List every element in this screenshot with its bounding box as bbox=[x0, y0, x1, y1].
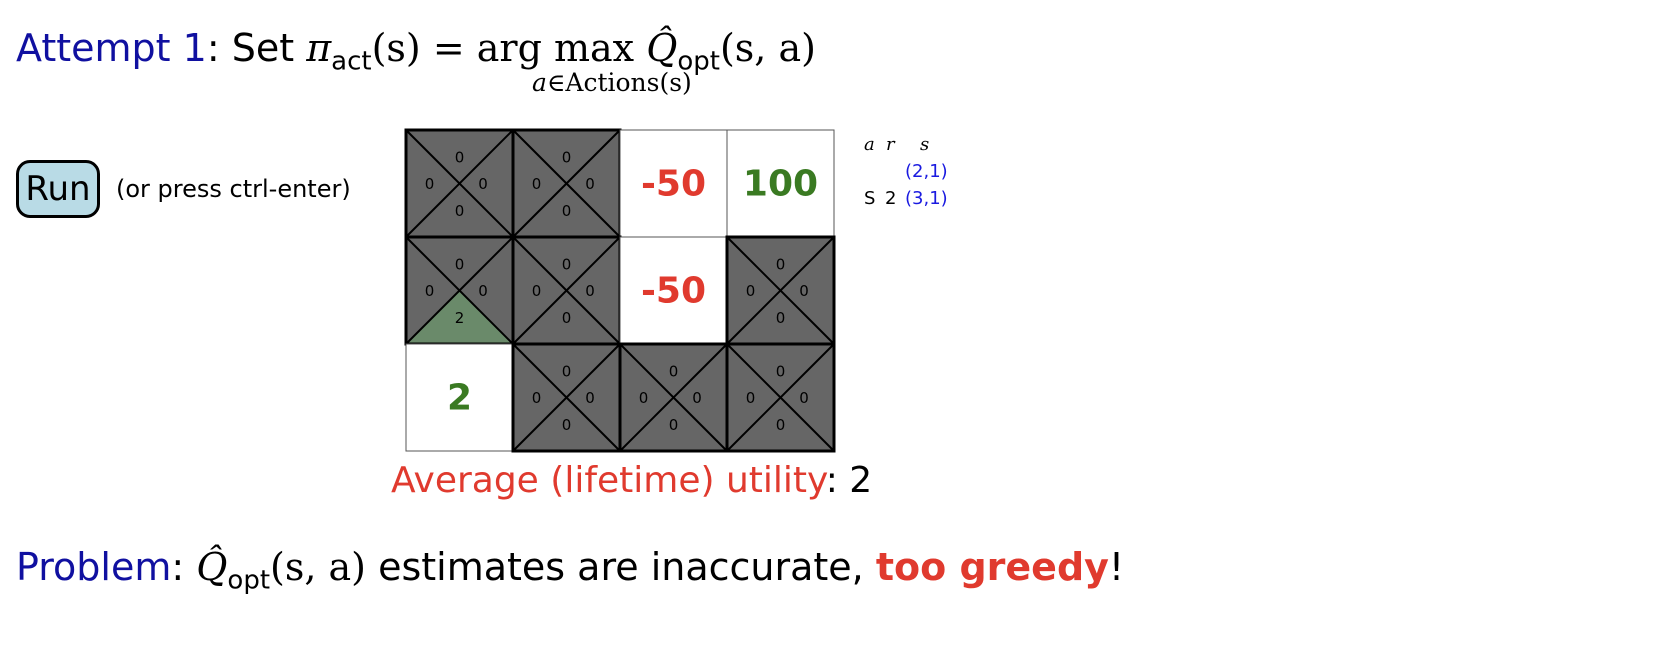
cell-1-2-diagonal bbox=[405, 236, 514, 345]
cell-2-3-diagonal bbox=[512, 129, 621, 238]
cell-2-2-diagonal bbox=[512, 236, 621, 345]
cell-4-1-q-right: 0 bbox=[799, 389, 809, 407]
cell-2-2-q-left: 0 bbox=[532, 282, 542, 300]
problem-emphasis: too greedy bbox=[875, 545, 1109, 589]
cell-4-1-q-down: 0 bbox=[776, 416, 786, 434]
cell-4-2-q-down: 0 bbox=[776, 309, 786, 327]
average-utility: Average (lifetime) utility: 2 bbox=[391, 460, 873, 501]
legend-header-r: r bbox=[886, 134, 895, 155]
cell-1-3-q-right: 0 bbox=[478, 175, 488, 193]
legend-row-2-state: (3,1) bbox=[905, 188, 948, 209]
run-hint: (or press ctrl-enter) bbox=[116, 175, 351, 203]
problem-q-argument: (s, a) bbox=[270, 545, 366, 589]
cell-2-3-q-down: 0 bbox=[562, 202, 572, 220]
cell-3-2-reward: -50 bbox=[641, 271, 706, 312]
q-argument: (s, a) bbox=[719, 26, 816, 70]
cell-2-3-q-right: 0 bbox=[585, 175, 595, 193]
cell-3-1-diagonal bbox=[619, 343, 728, 452]
run-button[interactable]: Run bbox=[16, 160, 100, 218]
cell-1-2-q-up: 0 bbox=[455, 255, 465, 273]
attempt-label: Attempt 1 bbox=[16, 26, 207, 70]
cell-4-2-q-up: 0 bbox=[776, 255, 786, 273]
cell-4-2-q-right: 0 bbox=[799, 282, 809, 300]
cell-4-1-q-left: 0 bbox=[746, 389, 756, 407]
pi-argument: (s) = arg bbox=[371, 26, 542, 70]
cell-4-3-background bbox=[726, 129, 835, 238]
cell-2-3-q-left: 0 bbox=[532, 175, 542, 193]
cell-3-3-background bbox=[619, 129, 728, 238]
cell-1-1-reward: 2 bbox=[447, 378, 472, 419]
cell-2-2-q-down: 0 bbox=[562, 309, 572, 327]
max-operator: max a∈Actions(s) bbox=[531, 26, 692, 97]
average-utility-label: Average (lifetime) utility bbox=[391, 460, 826, 501]
cell-4-1-q-up: 0 bbox=[776, 362, 786, 380]
cell-1-2-q-right: 0 bbox=[478, 282, 488, 300]
max-subscript: a∈Actions(s) bbox=[531, 68, 692, 97]
legend-row-2-action: S bbox=[864, 188, 876, 209]
cell-3-2-background bbox=[619, 236, 728, 345]
problem-text: estimates are inaccurate, bbox=[365, 545, 876, 589]
cell-2-2-q-up: 0 bbox=[562, 255, 572, 273]
cell-1-1-background bbox=[405, 343, 514, 452]
problem-label: Problem bbox=[16, 545, 172, 589]
cell-3-3-reward: -50 bbox=[641, 164, 706, 205]
q-subscript: opt bbox=[677, 46, 720, 77]
cell-2-1-q-down: 0 bbox=[562, 416, 572, 434]
legend-row-2-reward: 2 bbox=[885, 188, 897, 209]
problem-statement: Problem: Q̂opt(s, a) estimates are inacc… bbox=[16, 545, 1125, 596]
pi-symbol: π bbox=[306, 26, 332, 70]
legend-header-a: a bbox=[864, 134, 875, 155]
cell-3-1-q-right: 0 bbox=[692, 389, 702, 407]
cell-4-1-diagonal bbox=[726, 343, 835, 452]
cell-1-3-q-left: 0 bbox=[425, 175, 435, 193]
set-text: : Set bbox=[206, 26, 307, 70]
pi-subscript: act bbox=[331, 46, 372, 77]
legend-row-1-state: (2,1) bbox=[905, 161, 948, 182]
cell-2-1-q-left: 0 bbox=[532, 389, 542, 407]
problem-q-subscript: opt bbox=[227, 565, 271, 596]
cell-2-1-diagonal bbox=[512, 343, 621, 452]
cell-4-2-q-left: 0 bbox=[746, 282, 756, 300]
cell-2-1-q-right: 0 bbox=[585, 389, 595, 407]
cell-1-3-diagonal bbox=[405, 129, 514, 238]
cell-3-1-q-left: 0 bbox=[639, 389, 649, 407]
cell-1-2-q-down: 2 bbox=[455, 309, 465, 327]
legend-header-s: s bbox=[920, 134, 930, 155]
cell-4-1-border bbox=[725, 342, 836, 453]
cell-1-3-q-down: 0 bbox=[455, 202, 465, 220]
cell-3-1-q-down: 0 bbox=[669, 416, 679, 434]
cell-2-3-q-up: 0 bbox=[562, 148, 572, 166]
cell-1-2-q-left: 0 bbox=[425, 282, 435, 300]
problem-q-symbol: Q̂ bbox=[196, 545, 228, 589]
cell-1-3-q-up: 0 bbox=[455, 148, 465, 166]
cell-2-1-q-up: 0 bbox=[562, 362, 572, 380]
cell-4-2-diagonal bbox=[726, 236, 835, 345]
cell-2-2-q-right: 0 bbox=[585, 282, 595, 300]
cell-1-2-down-highlight bbox=[406, 290, 513, 344]
cell-4-3-reward: 100 bbox=[743, 164, 818, 205]
slide-heading: Attempt 1: Set πact(s) = arg max a∈Action… bbox=[16, 26, 816, 97]
average-utility-value: 2 bbox=[849, 460, 873, 501]
cell-3-1-q-up: 0 bbox=[669, 362, 679, 380]
q-hat-symbol: Q̂ bbox=[646, 26, 678, 70]
